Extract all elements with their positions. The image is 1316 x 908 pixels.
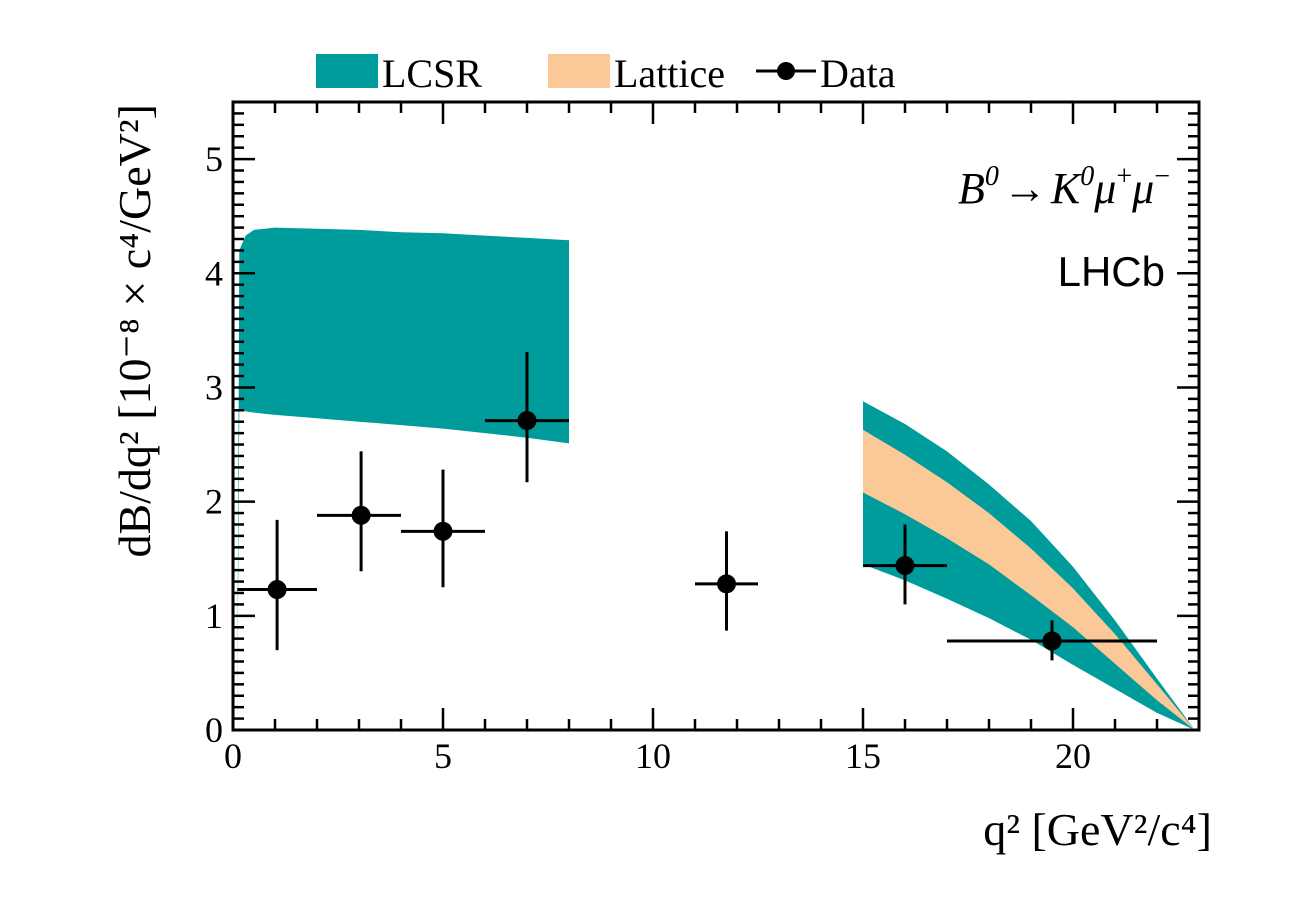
- decay-mu2: μ: [1131, 164, 1154, 213]
- decay-annotation: B0→K0μ+μ−: [958, 161, 1170, 213]
- y-tick-label: 0: [205, 710, 223, 750]
- data-point-marker: [517, 411, 537, 431]
- data-point-marker: [717, 574, 736, 594]
- x-axis-title: q² [GeV²/c⁴]: [983, 804, 1212, 855]
- x-tick-label: 15: [845, 736, 881, 776]
- decay-k-sup: 0: [1080, 161, 1094, 192]
- band-lattice-2: [863, 429, 1195, 730]
- y-tick-label: 4: [205, 253, 223, 293]
- legend-label-lcsr: LCSR: [382, 51, 482, 96]
- decay-b: B: [958, 164, 985, 213]
- experiment-label: LHCb: [1058, 248, 1165, 295]
- decay-k: K: [1050, 164, 1083, 213]
- data-point-5: [863, 524, 947, 605]
- y-tick-label: 1: [205, 596, 223, 636]
- data-point-6: [947, 620, 1157, 661]
- legend-label-data: Data: [820, 51, 896, 96]
- data-point-marker: [433, 521, 453, 541]
- decay-mu1: μ: [1093, 164, 1116, 213]
- data-points-layer: [237, 352, 1157, 661]
- legend-swatch-lcsr: [316, 54, 378, 88]
- data-point-marker: [351, 505, 371, 525]
- y-tick-label: 2: [205, 482, 223, 522]
- decay-mu2-sup: −: [1154, 161, 1170, 192]
- data-point-4: [695, 531, 758, 631]
- plot-frame: [231, 100, 1201, 732]
- y-tick-label: 5: [205, 139, 223, 179]
- data-point-3: [485, 352, 569, 483]
- data-point-marker: [267, 580, 287, 600]
- x-tick-label: 5: [434, 736, 452, 776]
- decay-mu1-sup: +: [1116, 161, 1132, 192]
- y-tick-label: 3: [205, 367, 223, 407]
- x-tick-label: 20: [1055, 736, 1091, 776]
- band-lcsr-0: [237, 227, 569, 730]
- ticks-layer: 0 5 10 15 20 0 1 2 3 4 5: [205, 100, 1201, 776]
- legend: LCSR Lattice Data: [316, 51, 896, 96]
- x-tick-label: 10: [635, 736, 671, 776]
- data-point-marker: [1042, 631, 1062, 651]
- data-point-marker: [895, 556, 915, 576]
- bands-layer: [237, 227, 1195, 730]
- data-point-1: [317, 451, 401, 572]
- x-tick-label: 0: [224, 736, 242, 776]
- data-point-2: [401, 469, 485, 588]
- legend-label-lattice: Lattice: [614, 51, 725, 96]
- legend-swatch-lattice: [548, 54, 610, 88]
- legend-marker-data-dot: [777, 62, 795, 80]
- decay-b-sup: 0: [985, 161, 999, 192]
- y-axis-title: dB/dq² [10⁻⁸ × c⁴/GeV²]: [109, 104, 160, 558]
- decay-arrow: →: [1003, 164, 1047, 213]
- data-point-0: [237, 519, 317, 651]
